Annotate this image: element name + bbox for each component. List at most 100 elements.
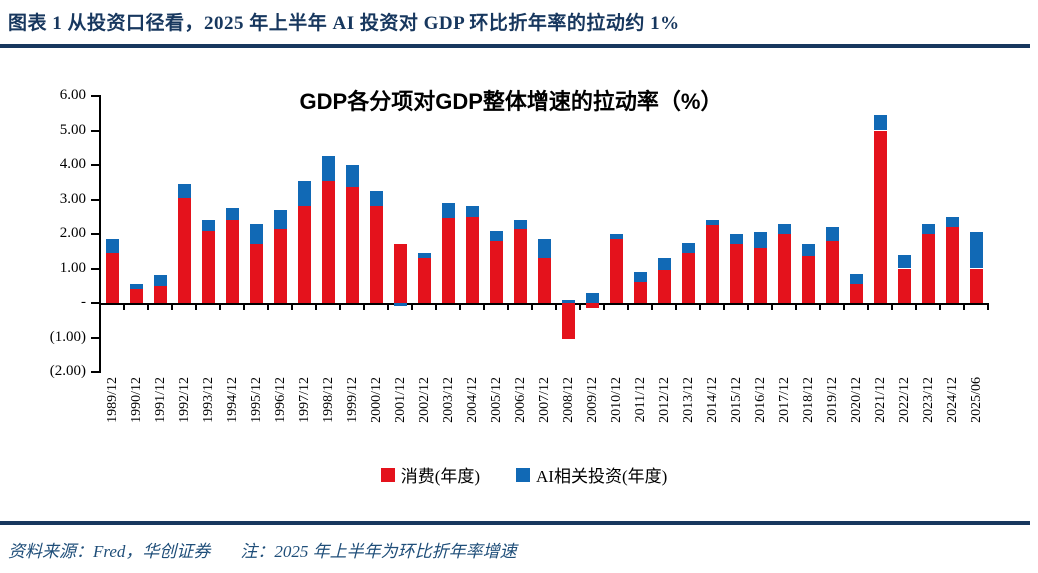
x-axis-label-2009/12: 2009/12 — [585, 377, 600, 423]
y-axis-tick-label: 3.00 — [59, 190, 86, 207]
x-axis-tick — [915, 303, 917, 310]
x-axis-label-1991/12: 1991/12 — [153, 377, 168, 423]
legend-item: AI相关投资(年度) — [516, 462, 667, 487]
x-axis-label-1998/12: 1998/12 — [321, 377, 336, 423]
x-axis-tick — [291, 303, 293, 310]
bar-segment-AI相关投资(年度)-2016/12 — [753, 232, 767, 248]
bar-segment-AI相关投资(年度)-2017/12 — [777, 223, 791, 234]
chart-title: GDP各分项对GDP整体增速的拉动率（%） — [299, 89, 723, 114]
x-axis-label-2025/06: 2025/06 — [969, 377, 984, 423]
bar-segment-消费(年度)-2002/12 — [417, 258, 431, 303]
x-axis-tick — [411, 303, 413, 310]
y-axis-tick-label: (2.00) — [49, 363, 86, 379]
x-axis-tick — [123, 303, 125, 310]
bar-segment-消费(年度)-2001/12 — [393, 244, 407, 303]
x-axis-label-1995/12: 1995/12 — [249, 377, 264, 423]
bar-segment-消费(年度)-2009/12 — [585, 303, 599, 309]
bar-segment-AI相关投资(年度)-1996/12 — [273, 209, 287, 229]
bar-segment-AI相关投资(年度)-2005/12 — [489, 230, 503, 241]
bar-segment-AI相关投资(年度)-2022/12 — [897, 254, 911, 269]
bar-segment-消费(年度)-2018/12 — [801, 256, 815, 303]
bar-segment-消费(年度)-1999/12 — [345, 187, 359, 303]
bar-segment-AI相关投资(年度)-2015/12 — [729, 234, 743, 245]
legend-swatch-icon — [380, 467, 395, 482]
chart-legend: 消费(年度) AI相关投资(年度) — [60, 462, 988, 487]
bar-segment-消费(年度)-1989/12 — [105, 252, 119, 303]
bar-segment-消费(年度)-2011/12 — [633, 282, 647, 303]
bar-segment-AI相关投资(年度)-2007/12 — [537, 239, 551, 259]
x-axis-tick — [795, 303, 797, 310]
x-axis-tick — [675, 303, 677, 310]
x-axis-label-1992/12: 1992/12 — [177, 377, 192, 423]
bar-segment-AI相关投资(年度)-2020/12 — [849, 273, 863, 285]
source-text: 资料来源：Fred，华创证券 — [8, 542, 211, 561]
x-axis-label-1994/12: 1994/12 — [225, 377, 240, 423]
x-axis-label-2004/12: 2004/12 — [465, 377, 480, 423]
y-axis-tick-label: 2.00 — [59, 225, 86, 241]
x-axis-tick — [651, 303, 653, 310]
x-axis-label-2013/12: 2013/12 — [681, 377, 696, 423]
bar-segment-消费(年度)-2016/12 — [753, 247, 767, 303]
bar-segment-AI相关投资(年度)-1989/12 — [105, 239, 119, 253]
y-axis-tick — [91, 164, 100, 166]
bar-segment-AI相关投资(年度)-1991/12 — [153, 275, 167, 286]
y-axis-tick — [91, 129, 100, 132]
header-divider-rule — [0, 44, 1030, 48]
bar-segment-AI相关投资(年度)-1990/12 — [129, 284, 143, 290]
x-axis-label-2021/12: 2021/12 — [873, 377, 888, 423]
y-axis-tick — [91, 198, 100, 201]
x-axis-label-2020/12: 2020/12 — [849, 377, 864, 423]
bar-segment-AI相关投资(年度)-2006/12 — [513, 220, 527, 229]
x-axis-tick — [843, 303, 845, 310]
x-axis-tick — [627, 303, 629, 310]
x-axis-tick — [219, 303, 221, 310]
legend-label: AI相关投资(年度) — [536, 467, 668, 486]
legend-swatch-icon — [516, 467, 531, 482]
x-axis-label-2023/12: 2023/12 — [921, 377, 936, 423]
x-axis-tick — [459, 303, 461, 310]
bar-segment-消费(年度)-1994/12 — [225, 220, 239, 303]
x-axis-label-1999/12: 1999/12 — [345, 377, 360, 423]
bar-segment-AI相关投资(年度)-2001/12 — [393, 303, 407, 307]
x-axis-label-2012/12: 2012/12 — [657, 377, 672, 423]
y-axis-tick — [91, 336, 100, 339]
x-axis-tick — [555, 303, 557, 310]
x-axis-tick — [387, 303, 389, 310]
bar-segment-消费(年度)-2000/12 — [369, 206, 383, 303]
x-axis-label-2008/12: 2008/12 — [561, 377, 576, 423]
bar-segment-AI相关投资(年度)-2010/12 — [609, 234, 623, 240]
bar-segment-消费(年度)-1993/12 — [201, 230, 215, 303]
x-axis-label-2015/12: 2015/12 — [729, 377, 744, 423]
note-text: 注：2025 年上半年为环比折年率增速 — [240, 542, 517, 561]
x-axis-label-1993/12: 1993/12 — [201, 377, 216, 423]
x-axis-tick — [723, 303, 725, 310]
x-axis-tick — [747, 303, 749, 310]
bar-segment-AI相关投资(年度)-2012/12 — [657, 258, 671, 271]
bar-segment-AI相关投资(年度)-2000/12 — [369, 190, 383, 207]
bar-segment-AI相关投资(年度)-1998/12 — [321, 156, 335, 181]
bar-segment-AI相关投资(年度)-1995/12 — [249, 223, 263, 245]
x-axis-line — [99, 303, 989, 305]
x-axis-label-2010/12: 2010/12 — [609, 377, 624, 423]
y-axis-tick-label: 6.00 — [59, 87, 86, 103]
bar-segment-AI相关投资(年度)-2009/12 — [585, 292, 599, 303]
footer-text: 资料来源：Fred，华创证券 注：2025 年上半年为环比折年率增速 — [8, 537, 1028, 562]
x-axis-label-2006/12: 2006/12 — [513, 377, 528, 423]
y-axis-tick-label: (1.00) — [49, 328, 86, 345]
bar-segment-消费(年度)-2023/12 — [921, 234, 935, 303]
footer-divider-rule — [0, 521, 1030, 525]
x-axis-label-2018/12: 2018/12 — [801, 377, 816, 423]
x-axis-tick — [243, 303, 245, 310]
bar-segment-AI相关投资(年度)-1992/12 — [177, 183, 191, 198]
bar-segment-AI相关投资(年度)-1993/12 — [201, 220, 215, 231]
x-axis-label-2005/12: 2005/12 — [489, 377, 504, 423]
bar-segment-AI相关投资(年度)-2011/12 — [633, 271, 647, 283]
y-axis-tick — [91, 233, 100, 235]
x-axis-tick — [435, 303, 437, 310]
bar-segment-AI相关投资(年度)-2003/12 — [441, 202, 455, 219]
bar-segment-AI相关投资(年度)-2024/12 — [945, 216, 959, 228]
x-axis-tick — [315, 303, 317, 310]
bar-segment-消费(年度)-2015/12 — [729, 244, 743, 303]
x-axis-tick — [603, 303, 605, 310]
